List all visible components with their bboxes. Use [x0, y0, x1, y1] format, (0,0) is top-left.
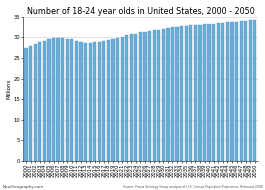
- Bar: [52, 38, 55, 161]
- Bar: [34, 44, 37, 161]
- Bar: [84, 43, 87, 161]
- Bar: [43, 41, 46, 161]
- Bar: [148, 31, 151, 161]
- Bar: [70, 39, 73, 161]
- Bar: [139, 32, 142, 161]
- Bar: [134, 34, 138, 161]
- Bar: [61, 38, 64, 161]
- Bar: [80, 42, 83, 161]
- Bar: [125, 35, 128, 161]
- Bar: [203, 24, 206, 161]
- Bar: [166, 28, 170, 161]
- Bar: [180, 26, 183, 161]
- Bar: [153, 30, 156, 161]
- Bar: [102, 41, 105, 161]
- Bar: [107, 40, 110, 161]
- Bar: [111, 39, 114, 161]
- Bar: [93, 42, 96, 161]
- Bar: [24, 48, 28, 161]
- Bar: [207, 24, 211, 161]
- Bar: [235, 22, 238, 161]
- Bar: [217, 23, 220, 161]
- Bar: [244, 21, 247, 161]
- Bar: [189, 25, 192, 161]
- Title: Number of 18-24 year olds in United States, 2000 - 2050: Number of 18-24 year olds in United Stat…: [26, 7, 254, 16]
- Y-axis label: Millions: Millions: [7, 79, 12, 99]
- Bar: [121, 36, 124, 161]
- Text: NewGeography.com: NewGeography.com: [3, 185, 44, 189]
- Bar: [47, 39, 51, 161]
- Bar: [175, 27, 179, 161]
- Bar: [162, 29, 165, 161]
- Bar: [143, 32, 147, 161]
- Bar: [116, 38, 119, 161]
- Bar: [221, 23, 224, 161]
- Bar: [75, 41, 78, 161]
- Bar: [130, 34, 133, 161]
- Bar: [29, 46, 32, 161]
- Bar: [226, 22, 229, 161]
- Bar: [240, 21, 243, 161]
- Bar: [212, 24, 215, 161]
- Bar: [56, 38, 60, 161]
- Bar: [157, 29, 160, 161]
- Bar: [253, 20, 257, 161]
- Bar: [194, 25, 197, 161]
- Bar: [198, 25, 202, 161]
- Text: Source: Praxis Strategy Group analysis of U.S. Census Population Projections, Re: Source: Praxis Strategy Group analysis o…: [123, 185, 262, 189]
- Bar: [230, 22, 233, 161]
- Bar: [185, 26, 188, 161]
- Bar: [89, 43, 92, 161]
- Bar: [249, 21, 252, 161]
- Bar: [38, 42, 41, 161]
- Bar: [66, 39, 69, 161]
- Bar: [98, 42, 101, 161]
- Bar: [171, 27, 174, 161]
